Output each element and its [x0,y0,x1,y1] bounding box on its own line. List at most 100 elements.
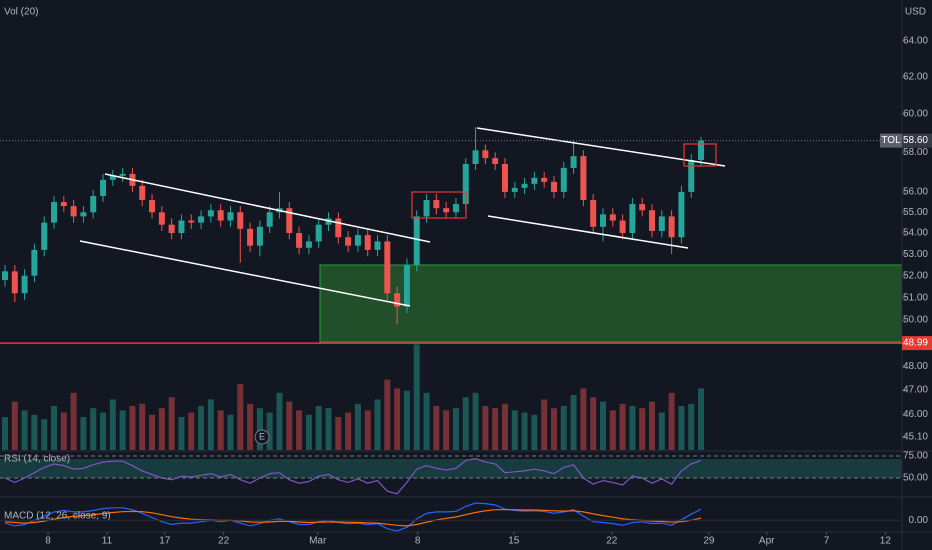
y-tick-label: 55.00 [903,207,928,218]
volume-bar [698,388,705,450]
volume-bar [580,388,587,450]
candle-body [149,200,156,213]
volume-bar [433,406,440,450]
candle-body [413,216,420,265]
candle-body [305,241,312,248]
volume-bar [11,401,18,450]
candle-body [619,220,626,234]
rsi-label: RSI (14, close) [4,454,70,465]
candle-body [639,204,646,211]
volume-bar [1,417,8,450]
candle-body [345,237,352,246]
candle-body [247,228,254,246]
volume-bar [60,412,67,450]
candle-body [560,167,567,192]
y-tick-label: 45.10 [903,431,928,442]
volume-bar [237,384,244,450]
volume-bar [217,410,224,450]
trend-line [104,173,431,243]
y-tick-label: 54.00 [903,228,928,239]
volume-bar [570,395,577,450]
candle-body [472,150,479,164]
last-tag [902,133,932,148]
volume-bar [423,392,430,450]
candle-body [658,216,665,231]
x-tick-label: Mar [309,536,327,547]
candle-body [109,175,116,180]
y-tick-label: 64.00 [903,36,928,47]
candle-body [21,275,28,294]
y-tick-label: 53.00 [903,249,928,260]
volume-bar [531,414,538,450]
candle-body [511,187,518,192]
x-tick-label: 17 [159,536,171,547]
volume-bar [521,412,528,450]
candle-body [207,210,214,217]
candle-body [335,218,342,238]
macd-tick-label: 0.00 [909,515,929,526]
volume-bar [403,390,410,450]
candle-body [482,150,489,159]
volume-bar [364,410,371,450]
candle-body [403,264,410,307]
volume-bar [305,414,312,450]
candle-body [629,204,636,234]
macd-label: MACD (12, 26, close, 9) [4,511,111,522]
candle-body [354,235,361,246]
candle-body [198,216,205,223]
volume-bar [198,406,205,450]
volume-bar [51,406,58,450]
volume-bar [207,399,214,450]
volume-bar [541,399,548,450]
candle-body [698,140,705,161]
volume-bar [354,403,361,450]
volume-bar [619,403,626,450]
macd-line [4,502,702,532]
drawings [79,127,726,307]
volume-bar [100,412,107,450]
candle-body [217,210,224,221]
candle-body [423,200,430,217]
volume-bar [41,419,48,450]
candle-body [374,241,381,250]
y-tick-label: 62.00 [903,71,928,82]
signal-line [4,509,702,527]
rsi-tick-label: 50.00 [903,473,928,484]
candle-body [315,224,322,242]
volume-bar [21,410,28,450]
candle-body [599,214,606,227]
volume-bar [149,414,156,450]
volume-bar [639,408,646,450]
volume-bar [276,392,283,450]
volume-bar [394,388,401,450]
candle-body [492,158,499,164]
volume-bar [129,406,136,450]
demand-zone [319,264,903,343]
y-tick-label: 58.00 [903,147,928,158]
x-tick-label: 12 [880,536,892,547]
marks-layer [1,127,705,532]
volume-bar [590,397,597,450]
rsi-band [0,459,902,478]
candle-body [51,202,58,223]
volume-bar [501,403,508,450]
symbol-tag [880,133,902,148]
candle-body [41,222,48,250]
volume-bar [462,397,469,450]
volume-bar [188,412,195,450]
volume-bar [678,406,685,450]
candle-body [678,191,685,238]
volume-bar [688,403,695,450]
volume-bar [492,408,499,450]
symbol-label: TOL [881,135,901,146]
volume-bar [443,410,450,450]
volume-bar [511,410,518,450]
candle-body [237,212,244,229]
x-tick-label: 8 [415,536,421,547]
volume-bar [325,408,332,450]
candle-body [590,200,597,227]
last-label: 58.60 [903,135,928,146]
candle-body [550,181,557,192]
volume-bar [178,417,185,450]
